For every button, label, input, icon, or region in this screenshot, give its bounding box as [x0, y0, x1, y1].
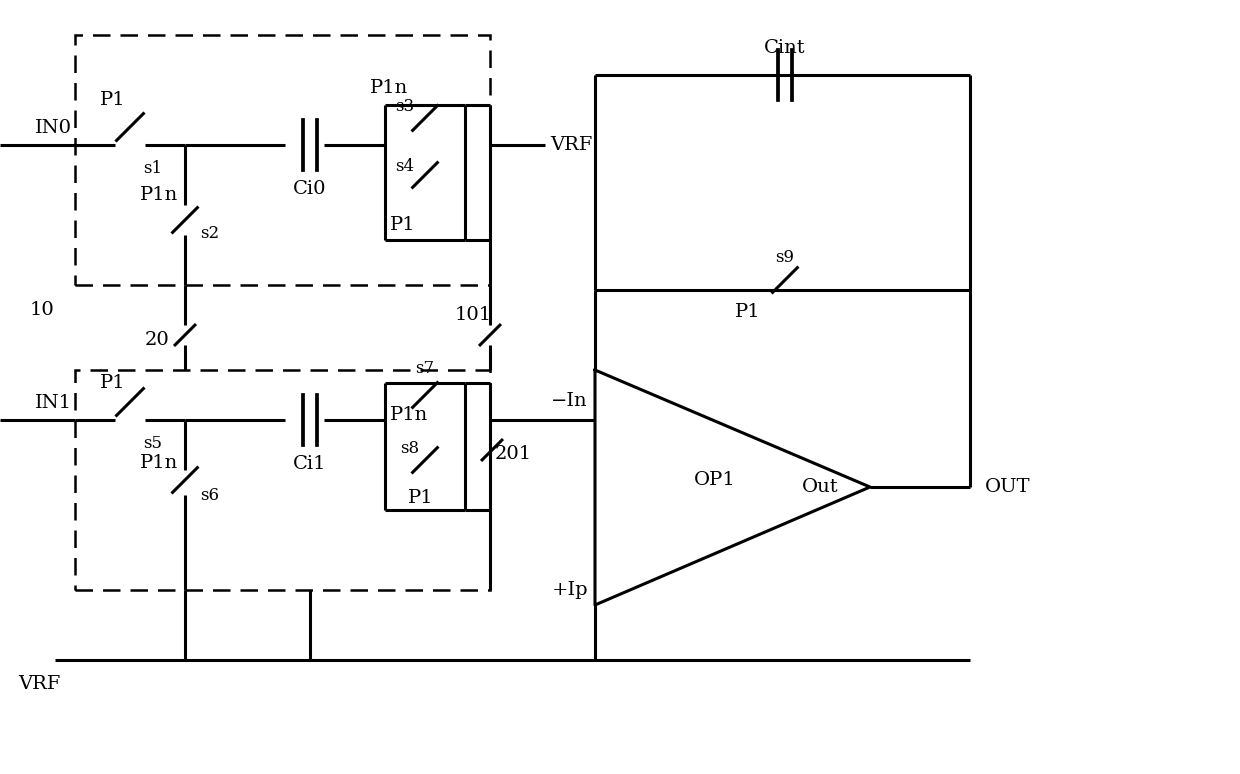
Text: P1: P1: [391, 216, 415, 234]
Text: P1n: P1n: [370, 79, 408, 97]
Text: VRF: VRF: [19, 675, 61, 693]
Text: P1: P1: [100, 91, 125, 109]
Text: P1n: P1n: [140, 186, 179, 204]
Text: P1: P1: [408, 489, 434, 507]
Text: OUT: OUT: [985, 478, 1030, 496]
Text: s7: s7: [415, 360, 434, 377]
Text: 201: 201: [495, 445, 532, 463]
Text: s1: s1: [143, 160, 162, 177]
Text: s5: s5: [143, 435, 162, 452]
Text: IN0: IN0: [35, 119, 72, 137]
Text: 101: 101: [455, 306, 492, 324]
Text: P1: P1: [735, 303, 760, 321]
Text: 20: 20: [145, 331, 170, 349]
Text: s6: s6: [200, 487, 219, 504]
Text: +Ip: +Ip: [552, 581, 588, 599]
Text: 10: 10: [30, 301, 55, 319]
Text: s8: s8: [401, 440, 419, 457]
Text: −In: −In: [552, 392, 588, 410]
Bar: [74, 370, 490, 590]
Text: VRF: VRF: [551, 136, 593, 154]
Text: IN1: IN1: [35, 394, 72, 412]
Text: Cint: Cint: [764, 39, 806, 57]
Text: s9: s9: [775, 249, 794, 266]
Text: s4: s4: [396, 158, 414, 175]
Text: P1: P1: [100, 374, 125, 392]
Text: OP1: OP1: [694, 471, 735, 489]
Text: P1n: P1n: [391, 406, 428, 424]
Bar: [74, 35, 490, 285]
Text: Out: Out: [802, 478, 838, 496]
Text: s2: s2: [200, 225, 219, 242]
Text: P1n: P1n: [140, 454, 179, 472]
Text: Ci1: Ci1: [293, 455, 327, 473]
Text: s3: s3: [396, 98, 414, 115]
Text: Ci0: Ci0: [293, 180, 327, 198]
